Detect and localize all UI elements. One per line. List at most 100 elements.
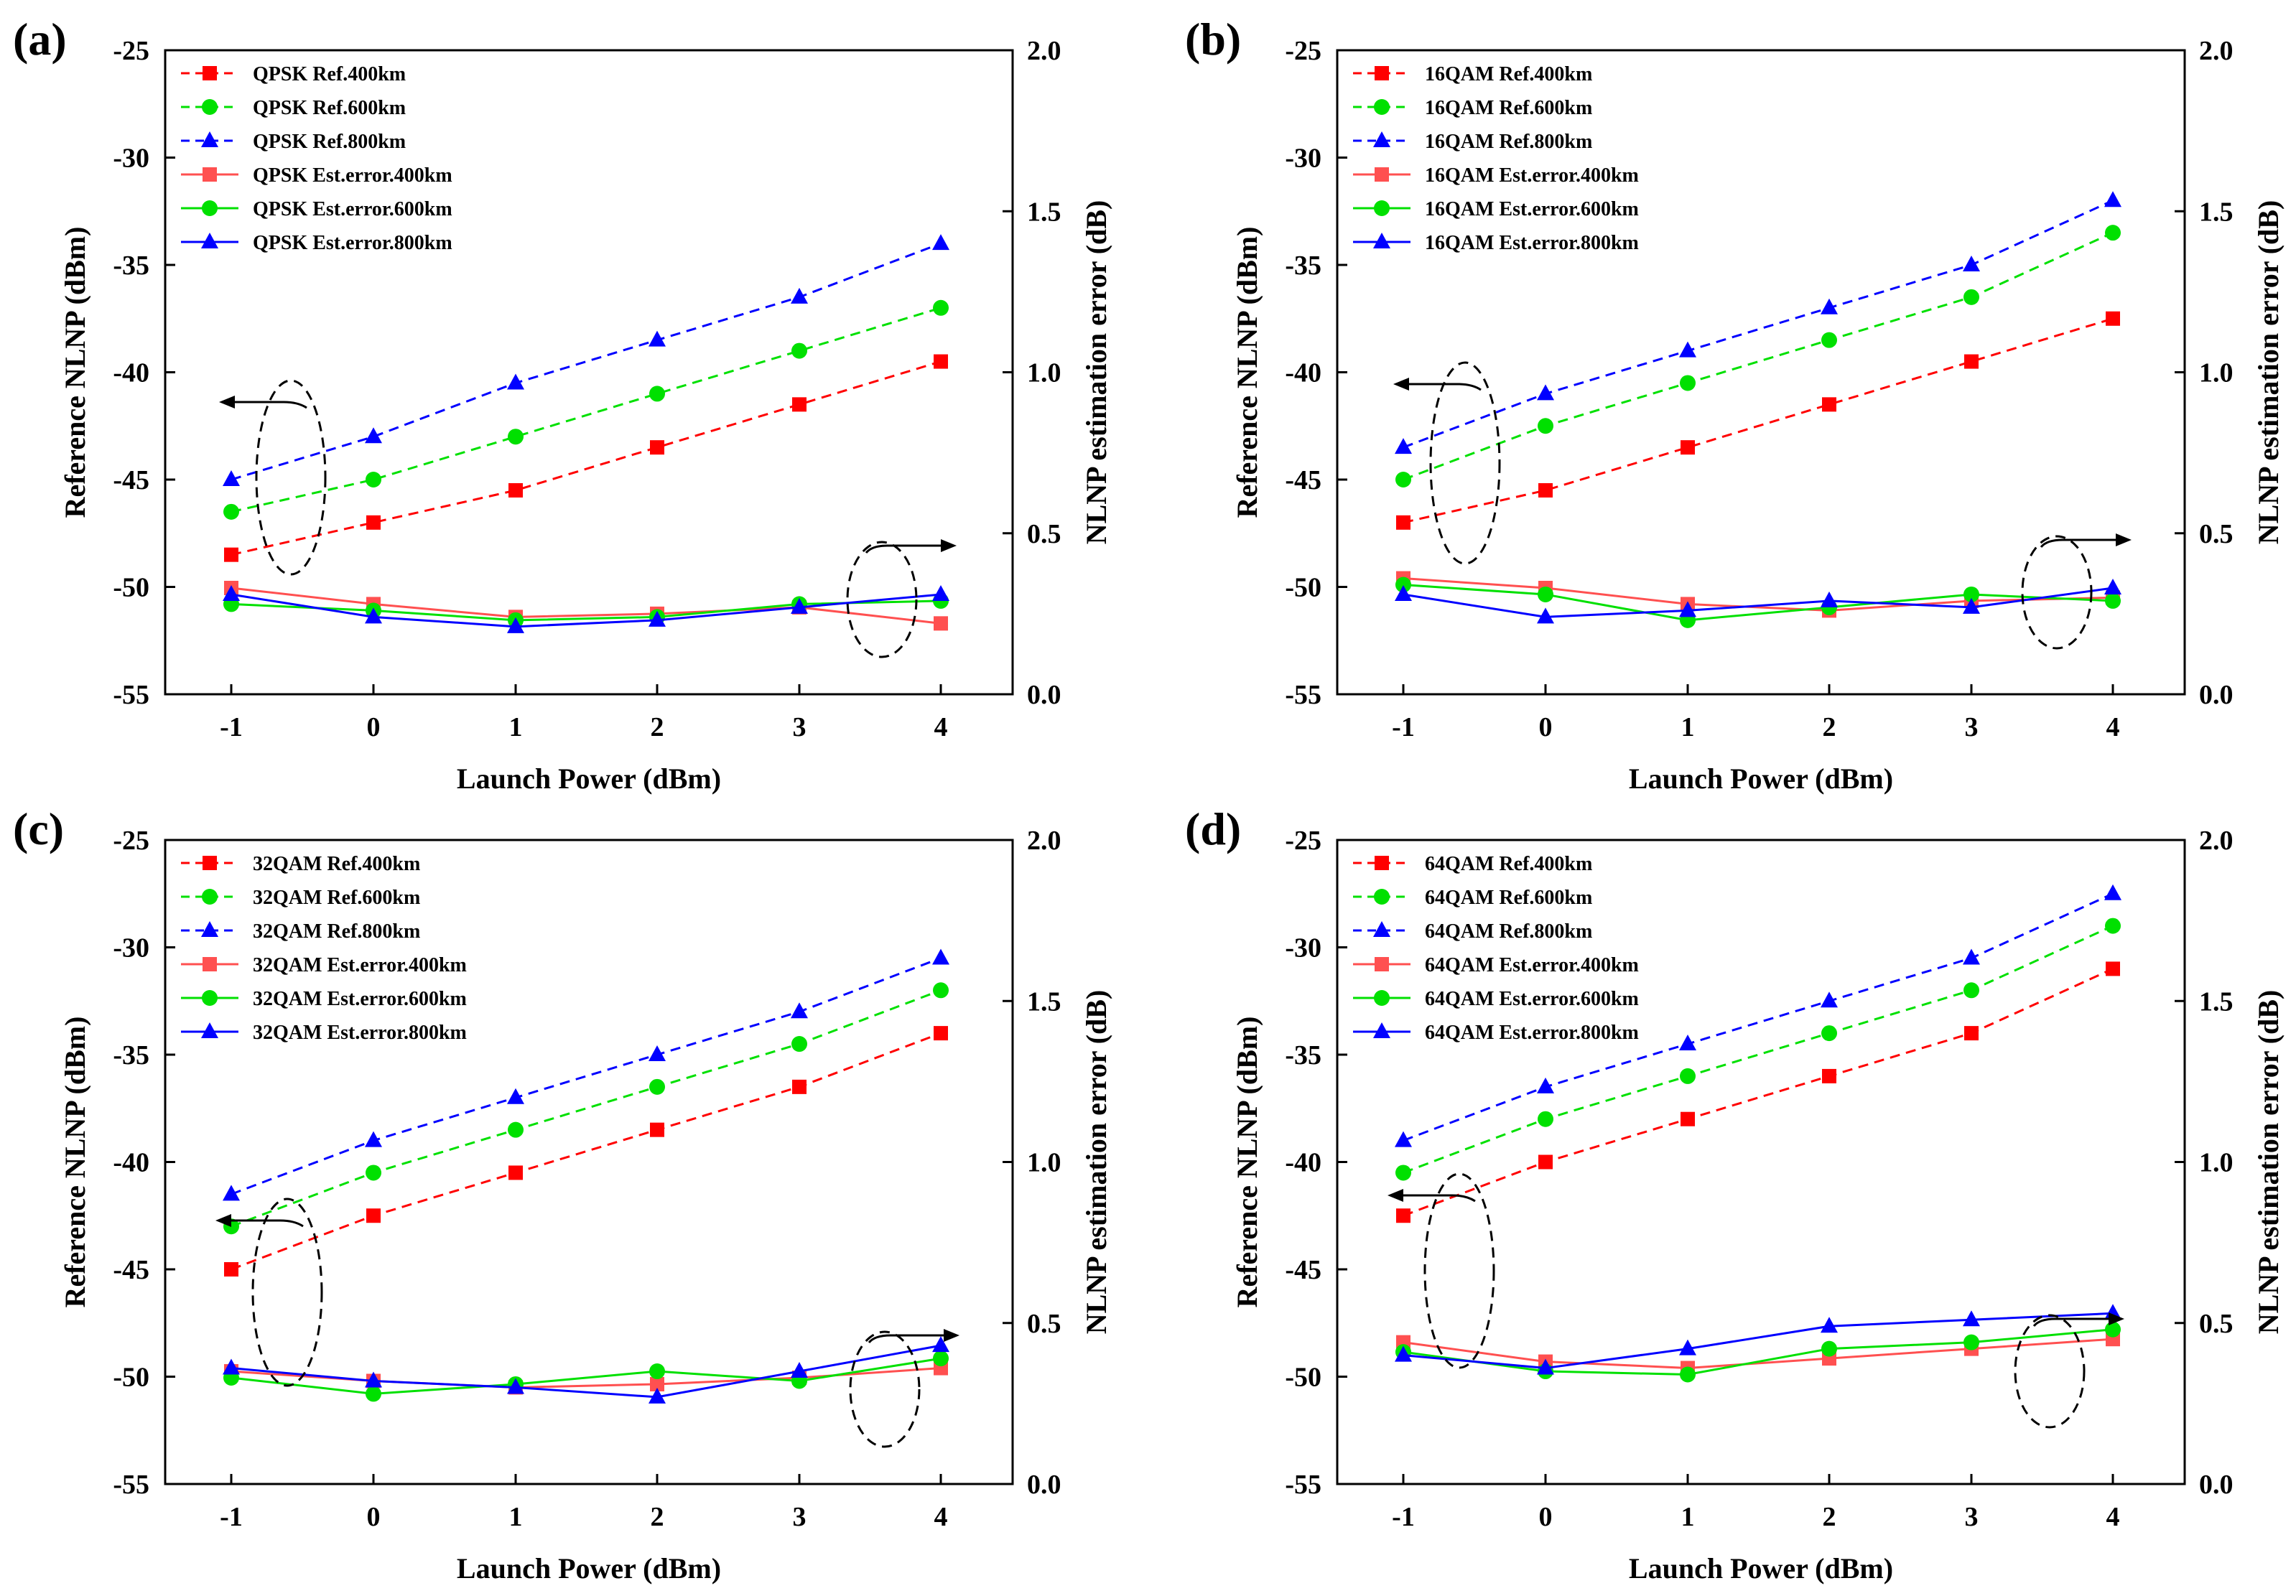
legend-marker xyxy=(1373,1022,1390,1038)
x-tick-label: 1 xyxy=(509,1502,523,1532)
left-tick-label: -35 xyxy=(113,1040,149,1070)
x-tick-label: -1 xyxy=(1392,712,1415,742)
data-point xyxy=(507,1378,524,1394)
legend-marker xyxy=(1374,990,1390,1006)
right-axis-title: NLNP estimation error (dB) xyxy=(2252,990,2285,1335)
right-tick-label: 1.0 xyxy=(1027,358,1061,388)
x-tick-label: 1 xyxy=(1681,1502,1695,1532)
legend-entry: 64QAM Est.error.800km xyxy=(1353,1022,1639,1044)
data-point xyxy=(366,515,381,530)
right-tick-label: 1.5 xyxy=(1027,986,1061,1017)
x-tick-label: 3 xyxy=(793,1502,807,1532)
data-point xyxy=(650,1122,664,1137)
right-axis-ellipse xyxy=(2014,1314,2086,1429)
data-point xyxy=(1964,354,1979,369)
left-arrow-head xyxy=(219,396,235,409)
data-point xyxy=(2104,578,2121,594)
data-point xyxy=(2106,311,2120,326)
series-line xyxy=(231,587,942,625)
x-tick-label: -1 xyxy=(220,712,243,742)
data-point xyxy=(366,1386,381,1402)
left-tick-label: -40 xyxy=(113,1148,149,1178)
data-point xyxy=(649,386,665,402)
legend-marker xyxy=(1373,921,1390,937)
series-line xyxy=(1403,584,2114,622)
x-axis-title: Launch Power (dBm) xyxy=(457,762,721,795)
legend-marker xyxy=(1373,233,1390,248)
data-point xyxy=(1680,375,1696,391)
data-point xyxy=(1395,1345,1412,1362)
data-point xyxy=(1680,1068,1696,1084)
data-point xyxy=(934,616,948,631)
legend-label: 16QAM Est.error.800km xyxy=(1425,232,1639,254)
legend-label: 16QAM Ref.600km xyxy=(1425,97,1592,119)
legend-entry: 16QAM Est.error.400km xyxy=(1353,164,1639,187)
data-point xyxy=(792,397,807,412)
legend-label: 64QAM Ref.600km xyxy=(1425,887,1592,909)
left-tick-label: -40 xyxy=(1285,358,1321,388)
x-tick-label: 0 xyxy=(367,1502,381,1532)
right-axis-title: NLNP estimation error (dB) xyxy=(1080,200,1112,545)
legend-entry: 32QAM Ref.800km xyxy=(181,920,420,943)
data-point xyxy=(649,1078,665,1095)
series-64qam-ref-600km xyxy=(1395,918,2121,1181)
data-point xyxy=(649,1045,666,1061)
left-tick-label: -50 xyxy=(113,1363,149,1393)
legend-label: 16QAM Est.error.400km xyxy=(1425,164,1639,187)
data-point xyxy=(1537,384,1554,401)
series-32qam-est-error-800km xyxy=(223,1336,949,1404)
data-point xyxy=(1395,1131,1412,1147)
right-arrow-line xyxy=(2040,538,2123,549)
right-tick-label: 0.0 xyxy=(1027,1470,1061,1500)
legend-entry: 16QAM Ref.600km xyxy=(1353,97,1592,119)
data-point xyxy=(649,1387,666,1404)
data-point xyxy=(649,1363,665,1380)
data-point xyxy=(1537,1077,1554,1093)
right-arrow-line xyxy=(865,544,948,554)
series-64qam-ref-800km xyxy=(1395,884,2121,1147)
data-point xyxy=(1821,298,1838,314)
left-axis-title: Reference NLNP (dBm) xyxy=(1231,227,1263,518)
left-arrow-head xyxy=(1393,378,1409,391)
series-32qam-ref-800km xyxy=(223,948,949,1201)
legend-entry: 32QAM Est.error.600km xyxy=(181,988,467,1010)
legend-label: 32QAM Ref.800km xyxy=(253,920,420,943)
left-tick-label: -30 xyxy=(1285,144,1321,174)
left-arrow-line xyxy=(223,1219,304,1228)
data-point xyxy=(1821,332,1837,348)
data-point xyxy=(2104,191,2121,207)
legend-label: QPSK Est.error.800km xyxy=(253,232,452,254)
data-point xyxy=(2105,592,2121,609)
data-point xyxy=(2106,961,2120,976)
right-tick-label: 0.0 xyxy=(2199,680,2234,710)
data-point xyxy=(791,1362,808,1378)
left-axis-title: Reference NLNP (dBm) xyxy=(59,1017,91,1308)
legend-entry: 16QAM Est.error.600km xyxy=(1353,198,1639,220)
data-point xyxy=(2105,1321,2121,1338)
series-qpsk-ref-600km xyxy=(223,299,949,520)
data-point xyxy=(224,1262,238,1277)
x-tick-label: 2 xyxy=(651,712,664,742)
data-point xyxy=(1537,607,1554,624)
legend-marker xyxy=(203,856,217,870)
data-point xyxy=(1822,397,1836,412)
data-point xyxy=(1538,1154,1553,1170)
legend-label: 16QAM Est.error.600km xyxy=(1425,198,1639,220)
data-point xyxy=(1822,1068,1836,1083)
left-axis-ellipse xyxy=(255,379,327,576)
legend-entry: 16QAM Ref.400km xyxy=(1353,63,1592,85)
data-point xyxy=(508,429,524,445)
data-point xyxy=(1963,982,1979,999)
left-tick-label: -25 xyxy=(1285,36,1321,66)
data-point xyxy=(1681,1111,1695,1126)
series-16qam-ref-400km xyxy=(1396,311,2120,530)
data-point xyxy=(224,547,238,562)
x-tick-label: 4 xyxy=(934,712,948,742)
legend-label: QPSK Ref.800km xyxy=(253,131,406,153)
series-line xyxy=(231,242,942,481)
series-line xyxy=(1403,317,2114,524)
data-point xyxy=(1679,601,1696,617)
data-point xyxy=(792,1079,807,1094)
right-arrow-head xyxy=(944,1329,959,1342)
legend-marker xyxy=(201,1022,218,1038)
